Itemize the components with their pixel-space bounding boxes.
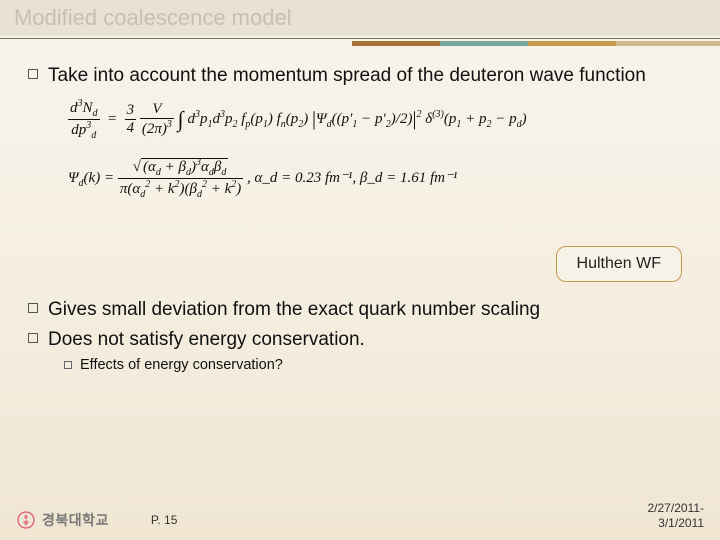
bullet-3-text: Does not satisfy energy conservation. <box>48 328 365 352</box>
title-underline <box>0 38 720 39</box>
footer: 경북대학교 P. 15 2/27/2011- 3/1/2011 <box>16 501 704 530</box>
sub-bullet-1-text: Effects of energy conservation? <box>80 357 283 373</box>
sub-bullet-1: Effects of energy conservation? <box>64 357 696 373</box>
title-bar: Modified coalescence model <box>0 0 720 36</box>
hulthen-label-box: Hulthen WF <box>556 246 682 282</box>
date-range: 2/27/2011- 3/1/2011 <box>648 501 705 530</box>
bullet-2-text: Gives small deviation from the exact qua… <box>48 298 540 322</box>
formula-2: Ψd(k) = √(αd + βd)3αdβd π(αd2 + k2)(βd2 … <box>68 157 696 200</box>
formula-1: d3Nd dp3d = 3 4 V (2π)3 ∫ d3p1d3p2 fp(p1… <box>68 98 696 200</box>
formula-2-params: , α_d = 0.23 fm⁻¹, β_d = 1.61 fm⁻¹ <box>247 170 457 186</box>
bullet-marker <box>28 333 38 343</box>
bullet-marker <box>28 303 38 313</box>
sub-bullet-marker <box>64 361 72 369</box>
bullet-2: Gives small deviation from the exact qua… <box>28 298 696 322</box>
hulthen-label: Hulthen WF <box>577 255 661 272</box>
bullet-1: Take into account the momentum spread of… <box>28 64 696 88</box>
page-number: P. 15 <box>151 513 177 527</box>
date-line-2: 3/1/2011 <box>648 516 705 530</box>
bullet-3: Does not satisfy energy conservation. <box>28 328 696 352</box>
content-area: Take into account the momentum spread of… <box>0 46 720 373</box>
bullet-marker <box>28 69 38 79</box>
university-logo-icon <box>16 510 36 530</box>
slide-title: Modified coalescence model <box>14 5 292 31</box>
university-name: 경북대학교 <box>42 510 109 530</box>
date-line-1: 2/27/2011- <box>648 501 705 515</box>
second-bullet-block: Gives small deviation from the exact qua… <box>28 298 696 374</box>
bullet-1-text: Take into account the momentum spread of… <box>48 64 646 88</box>
logo-group: 경북대학교 P. 15 <box>16 510 177 530</box>
